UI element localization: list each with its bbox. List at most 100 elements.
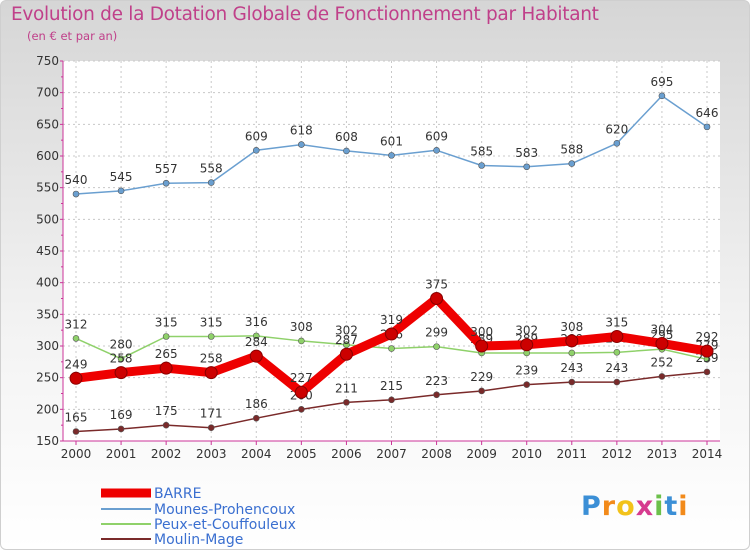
data-label-mounes-prohencoux: 588 (560, 143, 583, 157)
x-tick-label: 2003 (196, 447, 227, 461)
data-point-moulin-mage (613, 378, 621, 386)
data-point-mounes-prohencoux (72, 190, 80, 198)
data-label-barre: 300 (470, 325, 493, 339)
data-label-mounes-prohencoux: 545 (110, 170, 133, 184)
data-label-mounes-prohencoux: 618 (290, 124, 313, 138)
data-label-mounes-prohencoux: 695 (650, 75, 673, 89)
data-label-mounes-prohencoux: 609 (425, 129, 448, 143)
logo-letter: r (601, 491, 617, 522)
data-point-mounes-prohencoux (343, 147, 350, 155)
data-point-mounes-prohencoux (252, 147, 260, 154)
data-label-mounes-prohencoux: 585 (470, 145, 493, 159)
y-tick-label: 550 (36, 181, 59, 195)
logo-letter: o (616, 491, 636, 522)
data-point-mounes-prohencoux (703, 123, 711, 131)
x-tick-label: 2006 (331, 447, 362, 461)
data-label-peux-et-couffouleux: 316 (245, 315, 268, 329)
data-label-barre: 258 (110, 352, 133, 366)
x-tick-label: 2010 (511, 447, 542, 461)
data-point-barre (565, 334, 579, 348)
data-point-peux-et-couffouleux (388, 345, 395, 352)
y-tick-label: 350 (36, 307, 59, 321)
data-label-mounes-prohencoux: 540 (65, 173, 88, 187)
data-point-peux-et-couffouleux (207, 333, 215, 340)
data-point-barre (475, 339, 489, 353)
y-tick-label: 450 (36, 244, 59, 258)
data-label-peux-et-couffouleux: 315 (155, 316, 178, 330)
data-point-barre (204, 366, 218, 380)
data-point-barre (655, 336, 669, 350)
data-label-moulin-mage: 239 (515, 364, 538, 378)
logo-letter: x (635, 491, 655, 522)
data-label-barre: 287 (335, 333, 358, 347)
data-label-moulin-mage: 215 (380, 379, 403, 393)
x-tick-label: 2013 (647, 447, 678, 461)
data-point-moulin-mage (343, 399, 350, 406)
data-point-barre (114, 366, 128, 380)
data-point-moulin-mage (658, 373, 666, 380)
data-label-peux-et-couffouleux: 312 (65, 317, 88, 331)
logo-letter: P (581, 491, 602, 522)
data-point-mounes-prohencoux (658, 92, 666, 100)
data-point-peux-et-couffouleux (613, 349, 621, 356)
logo-letter: i (654, 491, 665, 522)
data-label-barre: 304 (650, 322, 673, 336)
y-tick-label: 400 (36, 276, 59, 290)
data-label-mounes-prohencoux: 609 (245, 129, 268, 143)
data-label-barre: 292 (696, 330, 719, 344)
data-label-moulin-mage: 171 (200, 407, 223, 421)
x-tick-label: 2014 (692, 447, 723, 461)
data-point-moulin-mage (568, 378, 576, 386)
data-label-barre: 319 (380, 313, 403, 327)
data-point-mounes-prohencoux (478, 162, 485, 169)
data-point-mounes-prohencoux (162, 179, 170, 187)
y-tick-label: 200 (36, 402, 59, 416)
data-label-moulin-mage: 186 (245, 397, 268, 411)
data-point-peux-et-couffouleux (433, 343, 440, 350)
data-point-moulin-mage (162, 421, 170, 429)
data-label-mounes-prohencoux: 646 (696, 106, 719, 120)
data-point-moulin-mage (72, 428, 80, 435)
data-label-moulin-mage: 169 (110, 408, 133, 422)
data-label-peux-et-couffouleux: 280 (110, 338, 133, 352)
logo-letter: i (678, 491, 689, 522)
data-point-moulin-mage (388, 396, 395, 404)
chart-title: Evolution de la Dotation Globale de Fonc… (11, 4, 599, 25)
data-point-mounes-prohencoux (523, 163, 531, 171)
data-label-barre: 315 (605, 316, 628, 330)
legend-label-peux-et-couffouleux: Peux-et-Couffouleux (154, 517, 296, 533)
y-tick-label: 300 (36, 339, 59, 353)
data-point-moulin-mage (252, 414, 260, 422)
data-label-barre: 375 (425, 278, 448, 292)
data-point-barre (385, 327, 398, 341)
logo-letter: t (664, 491, 679, 522)
data-label-peux-et-couffouleux: 308 (290, 320, 313, 334)
data-label-moulin-mage: 243 (605, 361, 628, 375)
x-tick-label: 2005 (286, 447, 317, 461)
data-point-peux-et-couffouleux (117, 355, 125, 362)
data-label-barre: 227 (290, 371, 313, 385)
data-label-barre: 302 (515, 324, 538, 338)
data-point-moulin-mage (523, 381, 531, 388)
data-point-barre (339, 347, 353, 361)
data-point-moulin-mage (433, 391, 440, 399)
data-label-peux-et-couffouleux: 302 (335, 324, 358, 338)
proxiti-logo: Proxiti (581, 491, 689, 522)
data-point-barre (249, 349, 263, 363)
data-label-peux-et-couffouleux: 315 (200, 316, 223, 330)
data-point-peux-et-couffouleux (568, 349, 576, 357)
data-point-moulin-mage (703, 368, 711, 376)
data-label-barre: 258 (200, 352, 223, 366)
data-point-barre (294, 385, 308, 399)
x-tick-label: 2008 (421, 447, 452, 461)
data-point-peux-et-couffouleux (162, 333, 170, 340)
data-point-moulin-mage (298, 406, 305, 413)
legend-label-barre: BARRE (154, 486, 201, 502)
y-tick-label: 700 (36, 86, 59, 100)
data-point-mounes-prohencoux (433, 147, 440, 154)
data-label-mounes-prohencoux: 608 (335, 130, 358, 144)
data-label-moulin-mage: 223 (425, 374, 448, 388)
data-label-mounes-prohencoux: 557 (155, 162, 178, 176)
